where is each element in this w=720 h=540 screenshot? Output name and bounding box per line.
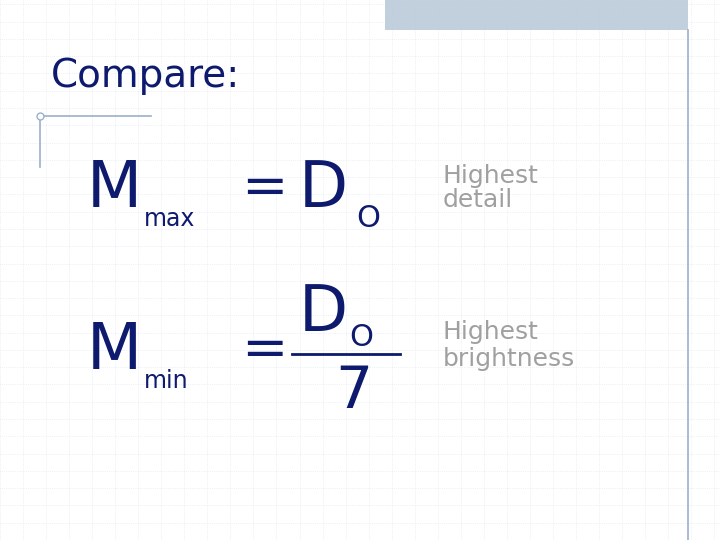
Text: min: min: [144, 369, 189, 393]
Text: M: M: [86, 320, 142, 382]
Text: O: O: [349, 323, 373, 352]
Text: D: D: [299, 282, 348, 344]
Text: =: =: [241, 162, 288, 216]
Text: 7: 7: [335, 363, 372, 420]
Text: M: M: [86, 158, 142, 220]
Text: Highest: Highest: [443, 320, 539, 344]
Text: Highest: Highest: [443, 164, 539, 187]
Text: brightness: brightness: [443, 347, 575, 371]
Text: D: D: [299, 158, 348, 220]
Text: max: max: [144, 207, 195, 231]
Text: detail: detail: [443, 188, 513, 212]
Bar: [385, 0, 688, 30]
Text: =: =: [241, 324, 288, 378]
Text: Compare:: Compare:: [50, 57, 240, 94]
Text: O: O: [356, 204, 380, 233]
